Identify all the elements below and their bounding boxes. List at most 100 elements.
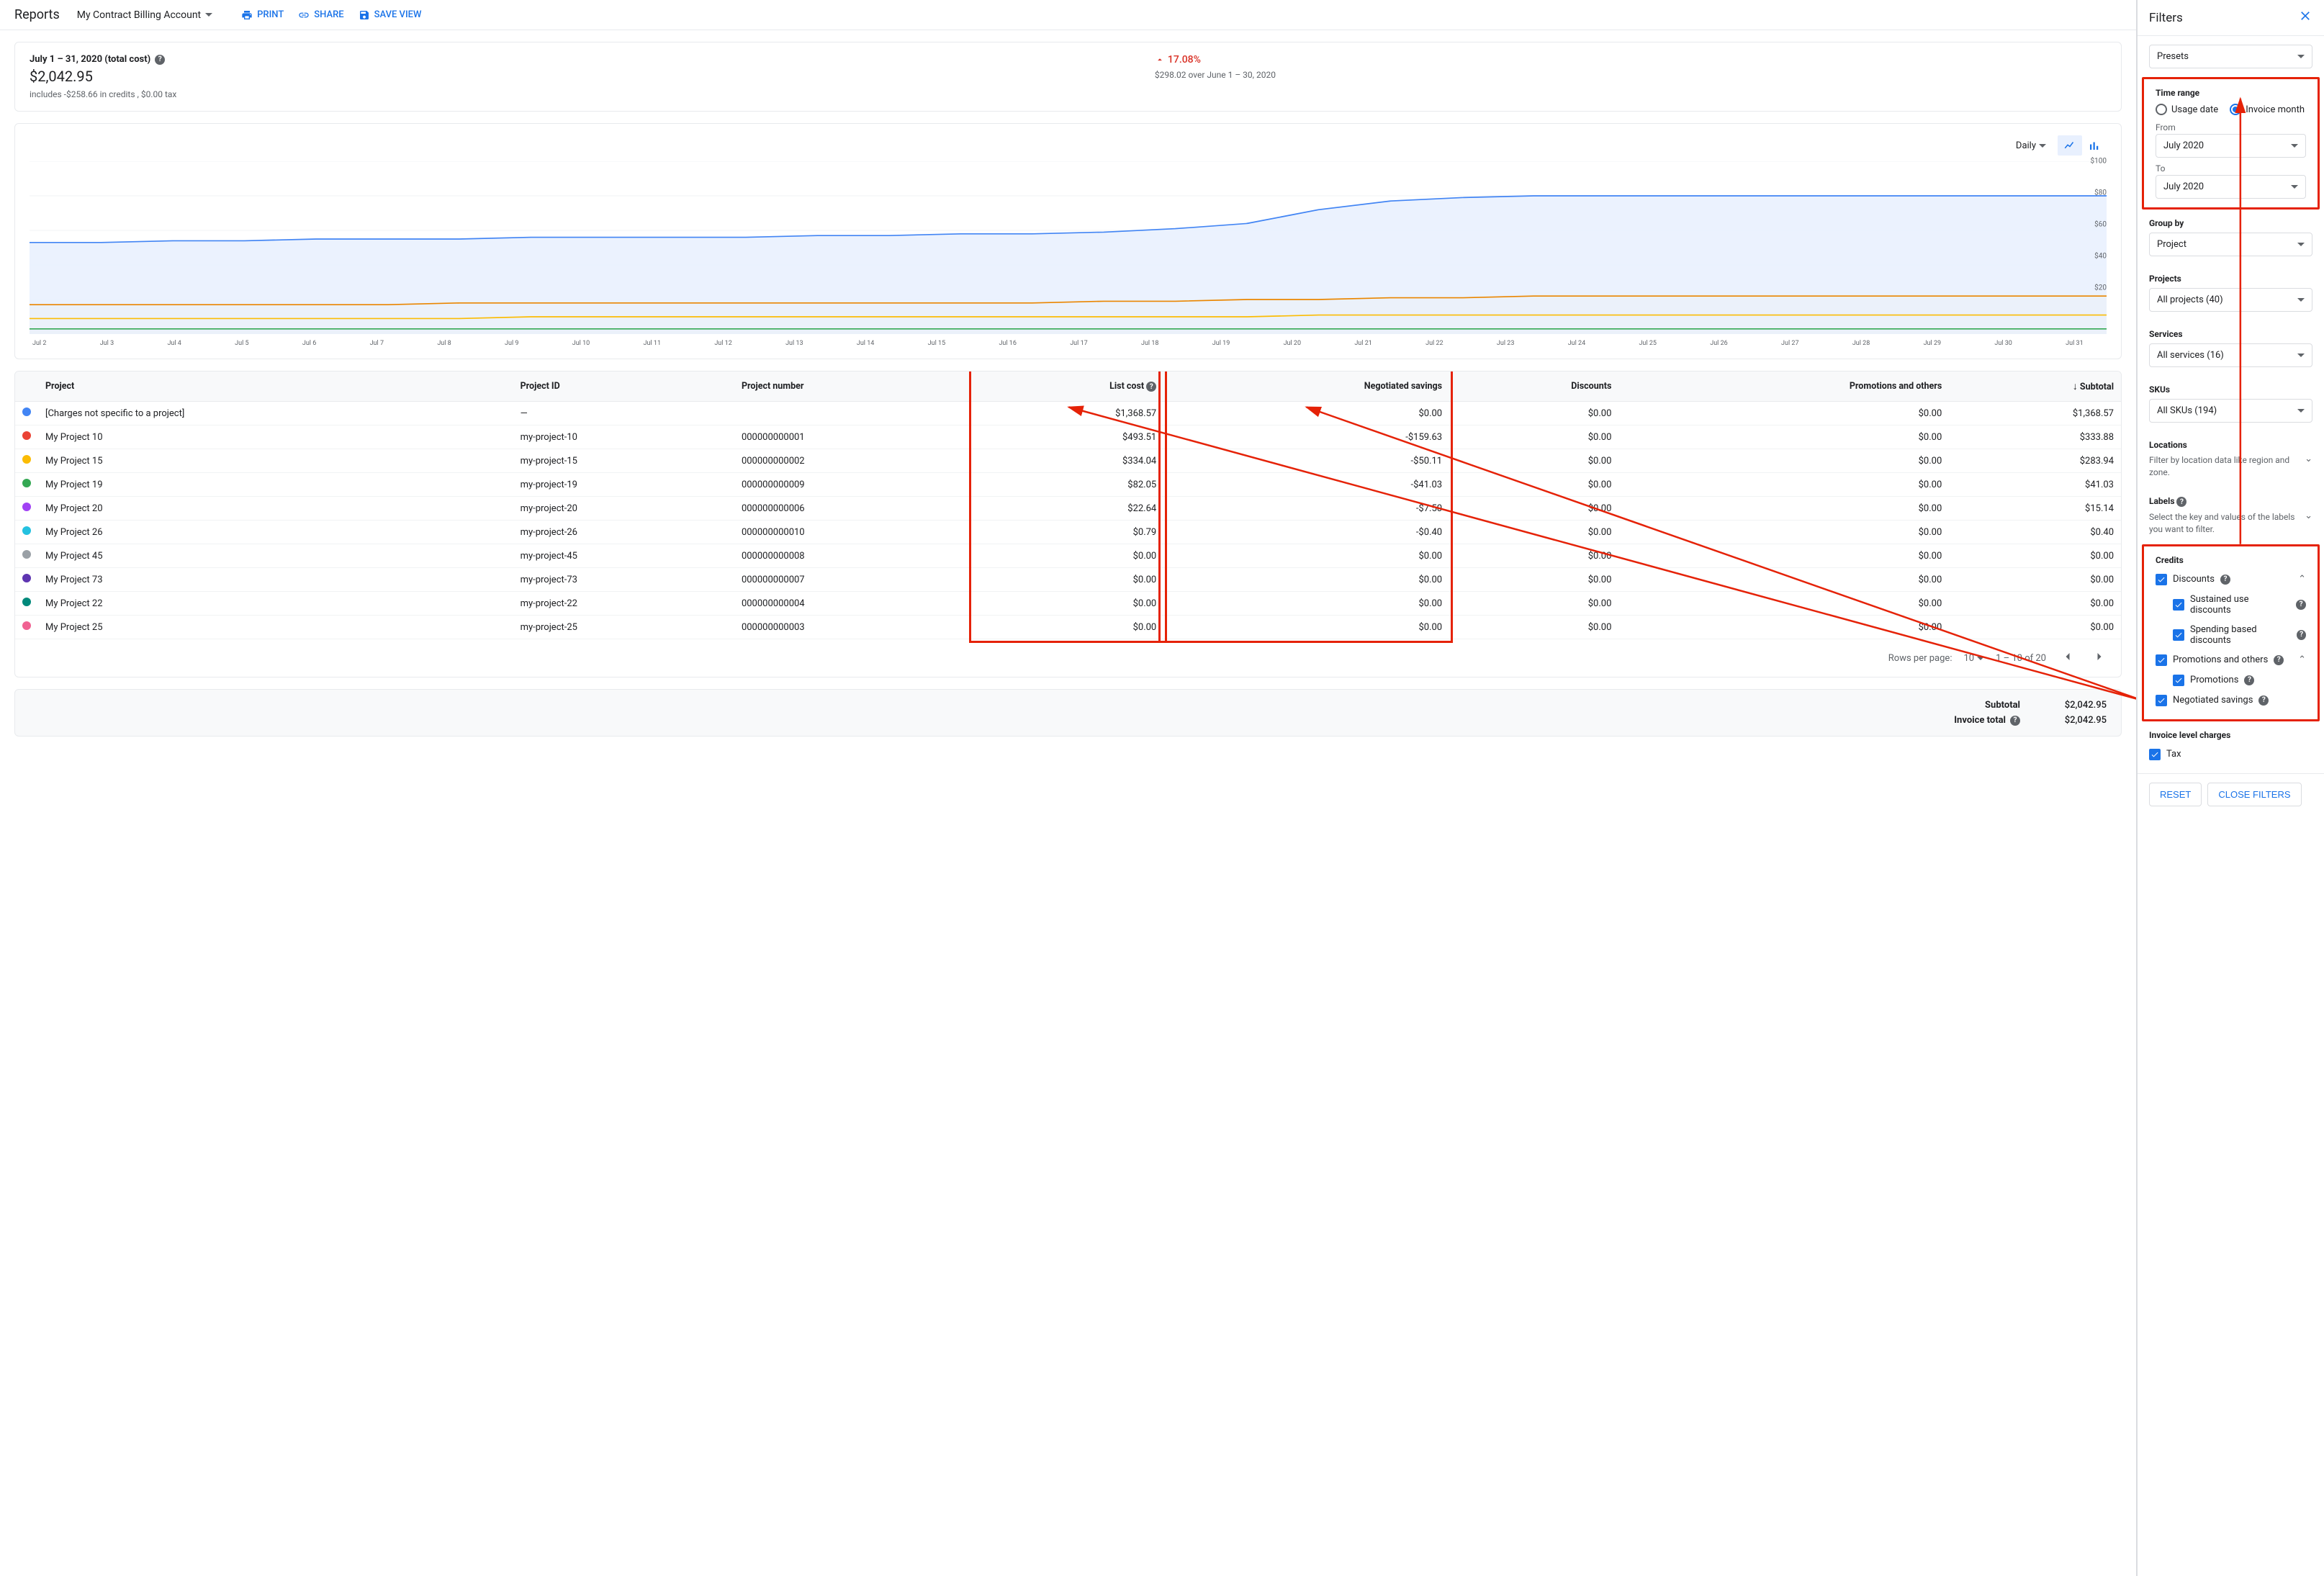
chevron-up-icon[interactable]: ⌃ (2298, 574, 2306, 585)
invoice-total-value: $2,042.95 (2042, 715, 2107, 726)
table-row[interactable]: My Project 45my-project-45000000000008$0… (15, 544, 2121, 568)
cell-pnum: 000000000008 (734, 544, 974, 568)
chevron-down-icon (1977, 657, 1984, 660)
check-icon (2174, 631, 2183, 639)
table-row[interactable]: My Project 15my-project-15000000000002$3… (15, 449, 2121, 473)
help-icon[interactable]: ? (155, 55, 165, 65)
cell-pid: my-project-73 (513, 568, 734, 592)
credits-label: Credits (2156, 555, 2306, 565)
invoice-month-radio[interactable]: Invoice month (2230, 104, 2305, 115)
print-button[interactable]: PRINT (241, 9, 284, 21)
chevron-up-icon[interactable]: ⌃ (2298, 654, 2306, 665)
reset-button[interactable]: RESET (2149, 783, 2202, 806)
table-row[interactable]: My Project 26my-project-26000000000010$0… (15, 521, 2121, 544)
check-icon (2157, 656, 2166, 665)
color-dot (22, 455, 31, 464)
cell-pnum: 000000000009 (734, 473, 974, 497)
skus-select[interactable]: All SKUs (194) (2149, 399, 2312, 423)
help-icon[interactable]: ? (2297, 630, 2306, 640)
cell-project: My Project 25 (38, 616, 513, 639)
help-icon[interactable]: ? (2296, 600, 2306, 610)
cell-project: My Project 22 (38, 592, 513, 616)
to-select[interactable]: July 2020 (2156, 175, 2306, 199)
cell-list: $22.64 (974, 497, 1163, 521)
cell-pid: my-project-22 (513, 592, 734, 616)
frequency-label: Daily (2016, 140, 2036, 151)
cell-project: My Project 45 (38, 544, 513, 568)
spending-checkbox[interactable]: Spending based discounts ? (2156, 620, 2306, 650)
subtotal-value: $2,042.95 (2042, 700, 2107, 711)
cell-neg: $0.00 (1163, 616, 1449, 639)
from-select[interactable]: July 2020 (2156, 134, 2306, 158)
print-label: PRINT (257, 9, 284, 20)
table-row[interactable]: [Charges not specific to a project]—$1,3… (15, 402, 2121, 425)
page-range: 1 – 10 of 20 (1996, 653, 2046, 664)
table-row[interactable]: My Project 10my-project-10000000000001$4… (15, 425, 2121, 449)
chevron-down-icon (2297, 354, 2305, 357)
groupby-select[interactable]: Project (2149, 233, 2312, 256)
table-row[interactable]: My Project 22my-project-22000000000004$0… (15, 592, 2121, 616)
locations-section[interactable]: Locations Filter by location data like r… (2138, 431, 2324, 487)
table-row[interactable]: My Project 19my-project-19000000000009$8… (15, 473, 2121, 497)
table-row[interactable]: My Project 20my-project-20000000000006$2… (15, 497, 2121, 521)
line-chart-toggle[interactable] (2058, 135, 2082, 156)
col-promotions[interactable]: Promotions and others (1618, 372, 1949, 402)
promotions-others-checkbox[interactable]: Promotions and others ? (2156, 650, 2284, 670)
promotions-checkbox[interactable]: Promotions ? (2156, 670, 2306, 690)
cell-sub: $1,368.57 (1949, 402, 2121, 425)
cell-pnum: 000000000002 (734, 449, 974, 473)
col-negotiated[interactable]: Negotiated savings (1163, 372, 1449, 402)
bar-chart-toggle[interactable] (2082, 135, 2107, 156)
col-project[interactable]: Project (38, 372, 513, 402)
color-dot (22, 479, 31, 487)
projects-select[interactable]: All projects (40) (2149, 288, 2312, 312)
help-icon[interactable]: ? (2176, 497, 2186, 507)
cell-neg: -$0.40 (1163, 521, 1449, 544)
close-filters-button[interactable]: CLOSE FILTERS (2207, 783, 2301, 806)
account-dropdown[interactable]: My Contract Billing Account (77, 9, 212, 21)
help-icon[interactable]: ? (2258, 695, 2269, 706)
negotiated-checkbox[interactable]: Negotiated savings ? (2156, 690, 2306, 711)
help-icon[interactable]: ? (2274, 655, 2284, 665)
col-project-id[interactable]: Project ID (513, 372, 734, 402)
arrow-up-icon (1155, 55, 1165, 65)
help-icon[interactable]: ? (1146, 382, 1156, 392)
cell-pnum (734, 402, 974, 425)
tax-checkbox[interactable]: Tax (2149, 744, 2312, 765)
table-row[interactable]: My Project 25my-project-25000000000003$0… (15, 616, 2121, 639)
cell-disc: $0.00 (1449, 521, 1618, 544)
chevron-down-icon (2297, 298, 2305, 302)
usage-date-label: Usage date (2171, 104, 2218, 115)
col-discounts[interactable]: Discounts (1449, 372, 1618, 402)
discounts-checkbox[interactable]: Discounts ? (2156, 569, 2230, 590)
presets-select[interactable]: Presets (2149, 45, 2312, 68)
labels-section[interactable]: Labels ? Select the key and values of th… (2138, 487, 2324, 544)
cost-table: Project Project ID Project number List c… (14, 371, 2122, 677)
close-filters-button[interactable] (2298, 9, 2312, 27)
summary-period: July 1 – 31, 2020 (total cost) ? (30, 54, 176, 65)
save-view-button[interactable]: SAVE VIEW (359, 9, 422, 21)
services-select[interactable]: All services (16) (2149, 343, 2312, 367)
color-dot (22, 598, 31, 606)
rows-per-page-select[interactable]: 10 (1963, 653, 1984, 664)
frequency-dropdown[interactable]: Daily (2016, 140, 2046, 151)
account-label: My Contract Billing Account (77, 9, 201, 21)
cell-pnum: 000000000001 (734, 425, 974, 449)
next-page-button[interactable] (2089, 647, 2109, 670)
col-list-cost[interactable]: List cost ? (974, 372, 1163, 402)
share-button[interactable]: SHARE (298, 9, 343, 21)
col-subtotal[interactable]: ↓ Subtotal (1949, 372, 2121, 402)
usage-date-radio[interactable]: Usage date (2156, 104, 2218, 115)
sustained-checkbox[interactable]: Sustained use discounts ? (2156, 590, 2306, 620)
cell-pid: — (513, 402, 734, 425)
table-row[interactable]: My Project 73my-project-73000000000007$0… (15, 568, 2121, 592)
col-project-number[interactable]: Project number (734, 372, 974, 402)
chevron-down-icon (205, 13, 212, 17)
help-icon[interactable]: ? (2244, 675, 2254, 685)
header: Reports My Contract Billing Account PRIN… (0, 0, 2136, 30)
help-icon[interactable]: ? (2010, 716, 2020, 726)
cell-promo: $0.00 (1618, 473, 1949, 497)
radio-checked-icon (2230, 104, 2241, 115)
help-icon[interactable]: ? (2220, 575, 2230, 585)
prev-page-button[interactable] (2058, 647, 2078, 670)
